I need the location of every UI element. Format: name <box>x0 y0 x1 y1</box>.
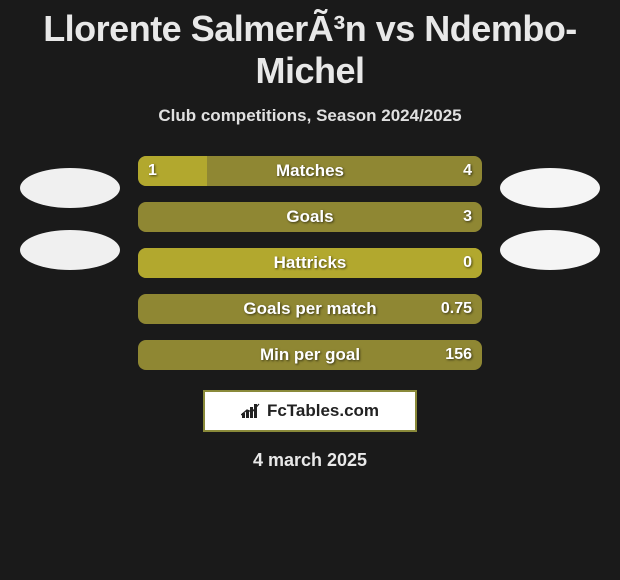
bar-right-value: 0.75 <box>441 300 472 318</box>
stat-bar-goals-per-match: Goals per match0.75 <box>138 294 482 324</box>
stat-bar-matches: 1Matches4 <box>138 156 482 186</box>
stat-bar-min-per-goal: Min per goal156 <box>138 340 482 370</box>
brand-chart-icon <box>241 403 261 419</box>
player-left-photo-2 <box>20 230 120 270</box>
bar-right-value: 4 <box>463 162 472 180</box>
bar-right-value: 156 <box>445 346 472 364</box>
player-right-photos <box>500 156 600 270</box>
bar-right-value: 3 <box>463 208 472 226</box>
stat-bars: 1Matches4 Goals3 Hattricks0 Goals per match… <box>138 156 482 370</box>
brand-box[interactable]: FcTables.com <box>203 390 417 432</box>
brand-text: FcTables.com <box>267 401 379 421</box>
subtitle: Club competitions, Season 2024/2025 <box>0 106 620 126</box>
bar-right-value: 0 <box>463 254 472 272</box>
page-title: Llorente SalmerÃ³n vs Ndembo-Michel <box>0 0 620 92</box>
update-date: 4 march 2025 <box>0 450 620 471</box>
player-right-photo-1 <box>500 168 600 208</box>
player-right-photo-2 <box>500 230 600 270</box>
player-left-photos <box>20 156 120 270</box>
bar-label: Goals per match <box>138 299 482 319</box>
bar-label: Matches <box>138 161 482 181</box>
bar-label: Hattricks <box>138 253 482 273</box>
stat-bar-goals: Goals3 <box>138 202 482 232</box>
player-left-photo-1 <box>20 168 120 208</box>
comparison-content: 1Matches4 Goals3 Hattricks0 Goals per match… <box>0 156 620 370</box>
bar-label: Goals <box>138 207 482 227</box>
stat-bar-hattricks: Hattricks0 <box>138 248 482 278</box>
bar-label: Min per goal <box>138 345 482 365</box>
